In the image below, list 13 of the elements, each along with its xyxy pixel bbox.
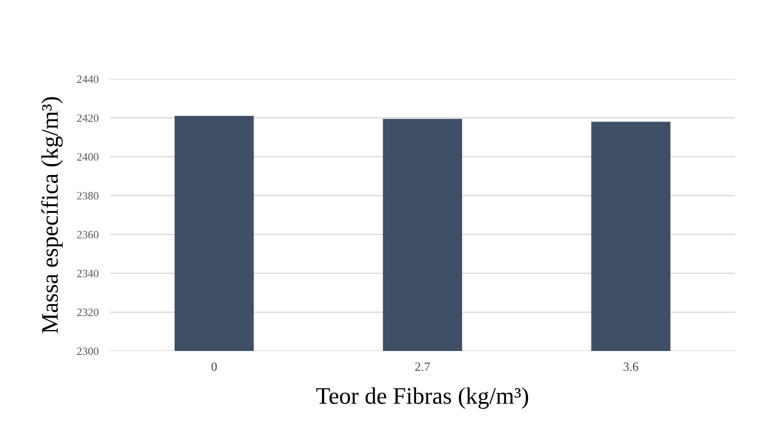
y-tick-label: 2420	[77, 114, 98, 122]
x-tick-label: 3.6	[624, 362, 638, 371]
x-axis-title: Teor de Fibras (kg/m³)	[316, 387, 528, 409]
y-tick-label: 2360	[77, 230, 98, 238]
x-tick-label: 0	[212, 362, 217, 371]
y-tick-label: 2300	[77, 347, 98, 355]
y-tick-label: 2340	[77, 270, 98, 278]
x-tick-label: 2.7	[415, 362, 430, 371]
y-tick-label: 2320	[77, 308, 98, 316]
y-tick-label: 2400	[77, 153, 98, 161]
y-tick-label: 2440	[77, 75, 98, 83]
y-axis-title: Massa específica (kg/m³)	[41, 97, 63, 334]
y-tick-label: 2380	[77, 192, 98, 200]
